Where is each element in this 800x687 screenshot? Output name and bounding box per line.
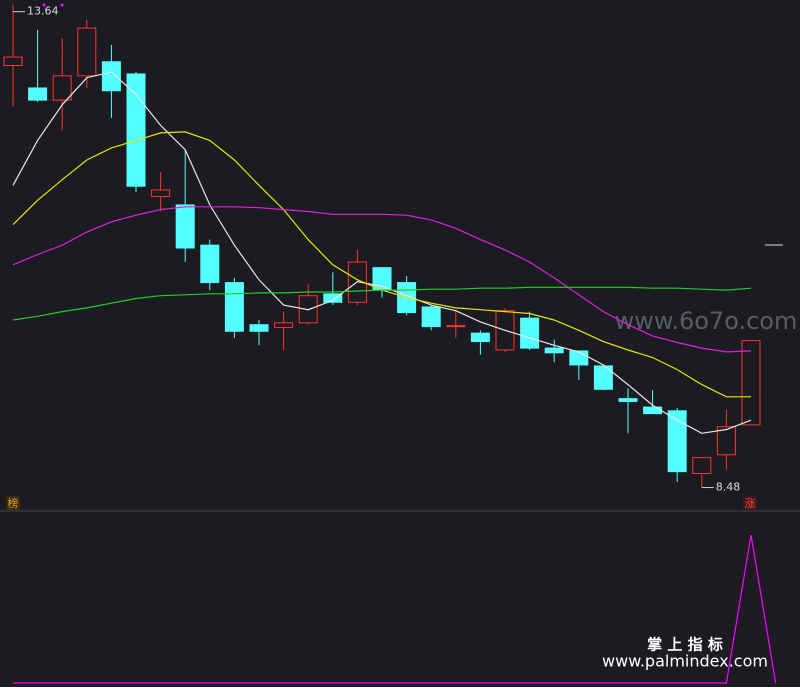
dot [60,3,64,7]
grid [0,51,800,656]
candle-body [421,306,441,328]
candle-body [151,189,171,198]
line-series [12,286,752,321]
dot [42,3,46,7]
candle-body [249,324,269,332]
candle-body [593,365,613,390]
line-series [12,131,751,398]
candle-body [101,61,121,92]
candle-body [175,204,195,249]
candle-body [3,56,23,67]
candle-body [446,325,466,328]
candle-body [274,322,294,329]
candle-body [544,347,564,354]
watermark: www.palmindex.com [602,652,768,671]
candle-body [741,340,761,426]
candle-body [470,332,490,343]
candle-body [52,75,72,101]
candle-body [643,406,663,415]
candle-body [618,398,638,402]
candle-body [224,282,244,332]
candle-body [569,350,589,366]
line-series [12,71,752,434]
candle-body [667,410,687,473]
candle-body [716,426,736,456]
candle-body [126,73,146,187]
candle-body [692,457,712,475]
badge-box [743,496,757,510]
candle-body [28,87,48,101]
annotation: 8.48 [716,481,741,494]
watermark: 掌 上 指 标 [647,636,723,654]
badge-box [6,496,20,510]
candle-body [77,27,97,77]
line-series [13,534,777,684]
candle-body [200,244,220,284]
candle-body [323,293,343,303]
watermark: www.6o7o.com [615,307,798,335]
badge: 涨 [745,497,756,510]
candle-body [520,317,540,349]
line-series [12,206,752,353]
badge: 榜 [8,496,19,510]
annotation: 13.64 [27,5,59,18]
